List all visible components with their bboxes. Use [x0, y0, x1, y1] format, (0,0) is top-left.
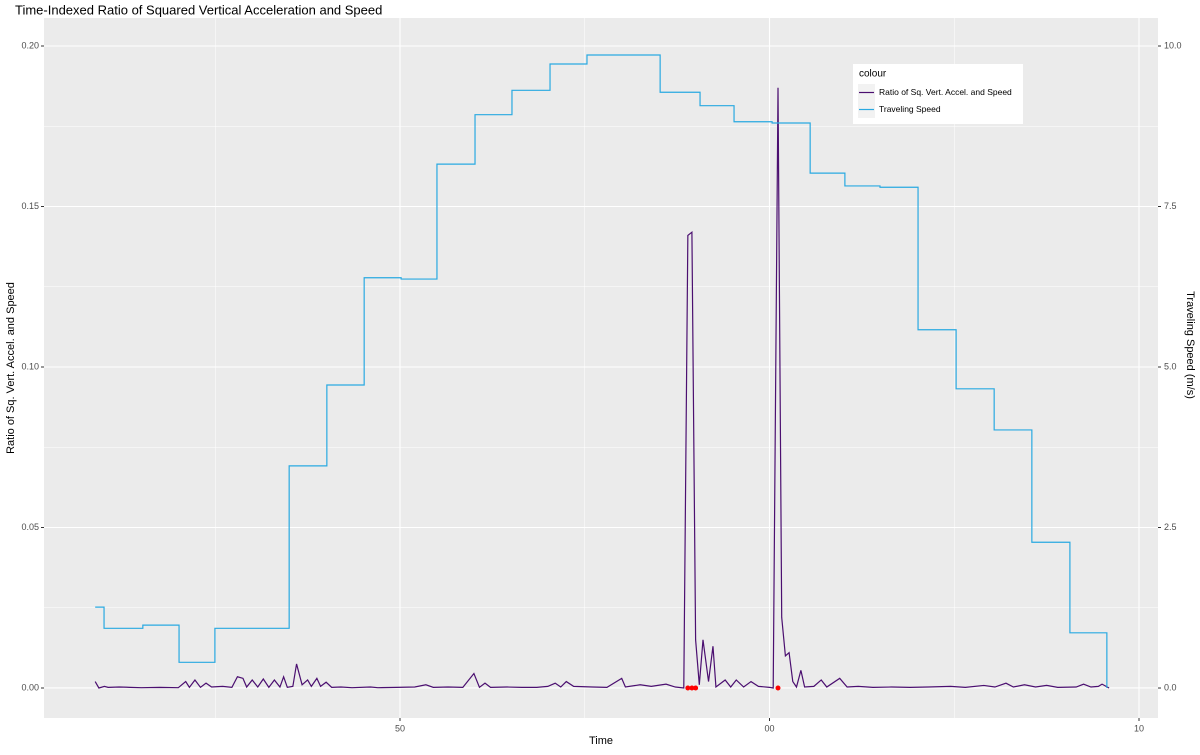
y2-tick-label: 7.5: [1164, 201, 1177, 211]
y-tick-label: 0.10: [21, 361, 39, 371]
legend-box: [853, 64, 1023, 124]
point: [689, 685, 695, 691]
legend: colour Ratio of Sq. Vert. Accel. and Spee…: [853, 64, 1023, 124]
legend-title: colour: [859, 69, 887, 80]
y-tick-label: 0.00: [21, 682, 39, 692]
x-tick-label: 50: [395, 723, 405, 733]
y2-tick-label: 5.0: [1164, 361, 1177, 371]
y2-tick-label: 2.5: [1164, 522, 1177, 532]
y-tick-label: 0.15: [21, 201, 39, 211]
y2-tick-label: 0.0: [1164, 682, 1177, 692]
y2-axis-label: Traveling Speed (m/s): [1184, 291, 1196, 399]
point: [685, 685, 691, 691]
x-tick-label: 10: [1134, 723, 1144, 733]
y2-tick-label: 10.0: [1164, 40, 1182, 50]
point: [775, 685, 781, 691]
step-line: [95, 54, 1108, 689]
x-axis-label: Time: [589, 735, 613, 747]
y-axis-label: Ratio of Sq. Vert. Accel. and Speed: [5, 282, 17, 454]
legend-label: Ratio of Sq. Vert. Accel. and Speed: [879, 87, 1012, 97]
point: [693, 685, 699, 691]
y-tick-label: 0.20: [21, 40, 39, 50]
chart-title: Time-Indexed Ratio of Squared Vertical A…: [15, 2, 382, 17]
y-tick-label: 0.05: [21, 522, 39, 532]
legend-label: Traveling Speed: [879, 104, 941, 114]
x-tick-label: 00: [765, 723, 775, 733]
data-line: [94, 87, 1110, 689]
panel: [44, 18, 1158, 718]
